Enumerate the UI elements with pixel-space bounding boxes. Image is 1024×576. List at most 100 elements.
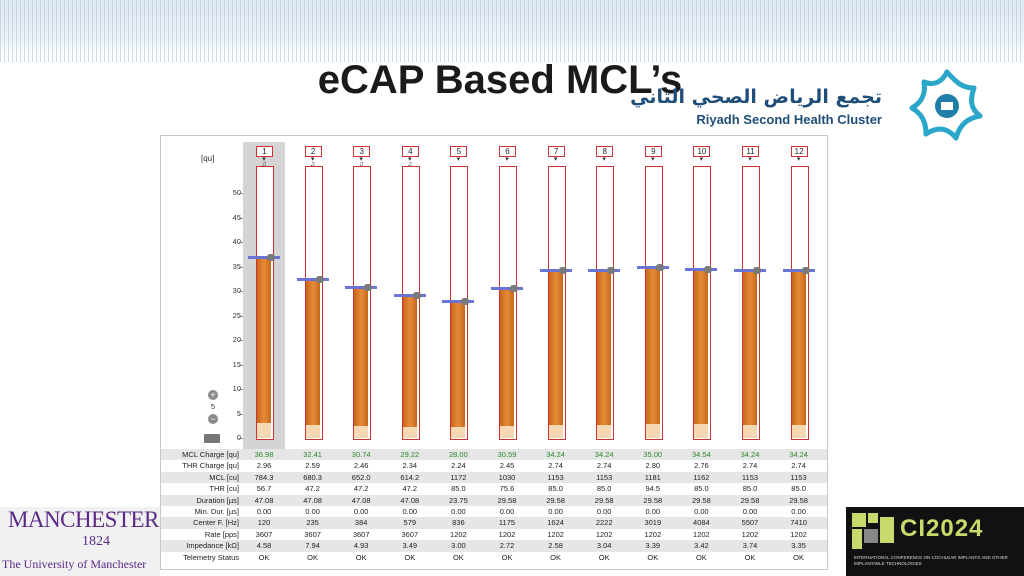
table-cell: 3.35 <box>791 541 806 551</box>
logo-english-text: Riyadh Second Health Cluster <box>696 112 882 127</box>
channel-arrow-icon: ▾ <box>408 156 412 163</box>
row-label: THR [cu] <box>209 484 239 494</box>
channel-number-9[interactable]: 9 <box>644 146 662 157</box>
thr-bar <box>743 424 757 438</box>
table-cell: 1175 <box>498 518 516 528</box>
table-cell: 47.08 <box>351 495 371 505</box>
mcl-slider-handle[interactable] <box>655 263 664 271</box>
mcl-slider-handle[interactable] <box>704 265 713 273</box>
channel-number-2[interactable]: 2 <box>304 146 322 157</box>
table-cell: 2.34 <box>402 461 418 471</box>
manchester-year: 1824 <box>82 534 110 549</box>
table-cell: 2.24 <box>451 461 466 471</box>
mcl-slider-handle[interactable] <box>510 285 518 293</box>
y-tick-label: 30 <box>232 286 241 295</box>
y-tick-label: 20 <box>232 335 241 344</box>
thr-bar <box>694 424 709 438</box>
mcl-slider-handle[interactable] <box>267 253 275 261</box>
channel-number-3[interactable]: 3 <box>353 146 371 157</box>
table-cell: 614.2 <box>400 472 420 482</box>
ecap-mcl-marker <box>734 269 766 273</box>
row-label: MCL [cu] <box>209 472 239 482</box>
channel-number-8[interactable]: 8 <box>596 146 614 157</box>
table-cell: OK <box>793 552 805 562</box>
channel-number-11[interactable]: 11 <box>742 146 759 157</box>
mcl-bar <box>451 300 466 428</box>
table-cell: 1153 <box>741 472 759 482</box>
mcl-slider-handle[interactable] <box>607 267 616 275</box>
table-cell: OK <box>501 552 513 562</box>
channel-number-4[interactable]: 4 <box>401 146 419 157</box>
zoom-in-icon[interactable]: + <box>208 390 218 400</box>
channel-number-10[interactable]: 10 <box>693 146 711 157</box>
table-cell: 2.76 <box>694 461 709 471</box>
mcl-slider-handle[interactable] <box>364 284 373 292</box>
manchester-university: The University of Manchester <box>2 557 147 571</box>
channel-arrow-icon: ▾ <box>456 156 461 163</box>
row-label: Min. Dur. [µs] <box>194 507 239 516</box>
thr-bar <box>451 427 466 438</box>
table-cell: 1153 <box>547 472 564 482</box>
y-tick-mark <box>239 315 243 317</box>
table-cell: 1624 <box>547 518 564 528</box>
table-cell: 85.0 <box>548 484 563 494</box>
mcl-slider-handle[interactable] <box>753 267 761 275</box>
table-cell: 2.46 <box>353 461 369 471</box>
thr-bar <box>354 425 369 438</box>
table-cell: 85.0 <box>742 484 758 494</box>
table-cell: 1153 <box>790 472 807 482</box>
channel-number-12[interactable]: 12 <box>790 146 808 157</box>
table-toggle-icon[interactable] <box>204 434 220 443</box>
channel-arrow-icon: ▾ <box>262 156 266 163</box>
y-axis-unit-label: [qu] <box>201 154 215 163</box>
row-label: Impedance [kΩ] <box>186 541 239 551</box>
table-cell: 2.74 <box>596 461 612 471</box>
ecap-mcl-marker <box>588 269 621 273</box>
mcl-slider-handle[interactable] <box>461 297 470 305</box>
table-row: Rate [pps] 3607 3607 3607 3607 1202 1202 1202 12… <box>161 529 827 540</box>
table-cell: 2.96 <box>256 461 272 471</box>
table-cell: 120 <box>257 518 271 528</box>
y-tick-mark <box>239 364 243 366</box>
table-cell: 0.00 <box>596 507 612 516</box>
table-cell: 29.58 <box>497 495 517 505</box>
y-tick-label: 35 <box>232 261 241 271</box>
table-cell: OK <box>452 552 464 562</box>
zoom-out-icon[interactable]: − <box>208 414 218 424</box>
channel-arrow-icon: ▾ <box>796 156 801 163</box>
mcl-slider-handle[interactable] <box>801 267 810 275</box>
channel-number-5[interactable]: 5 <box>450 146 468 157</box>
mcl-bar <box>500 288 514 426</box>
ecap-mcl-marker <box>636 265 669 269</box>
channel-number-6[interactable]: 6 <box>499 146 516 157</box>
table-cell: 34.24 <box>789 450 808 459</box>
channel-number-1[interactable]: 1 <box>256 146 273 157</box>
y-tick-mark <box>239 340 243 341</box>
channel-number-7[interactable]: 7 <box>547 146 565 157</box>
table-cell: 75.6 <box>499 484 515 494</box>
table-row: Center F. [Hz] 120 235 384 579 836 1175 1624 222… <box>161 517 827 529</box>
thr-bar <box>402 426 417 438</box>
y-tick-mark <box>239 291 243 292</box>
thr-bar <box>791 424 806 438</box>
star-logo-icon <box>909 69 983 141</box>
table-cell: 35.00 <box>643 450 663 459</box>
table-cell: 3.39 <box>645 541 661 551</box>
sound-processor-fitting-panel: [qu] + 5 − 1 ▾ ♫ 2 ▾ ♫ 3 ▾ ♫ 4 ▾ ♫ 5 ▾ 6 ▾ 7 ▾ 8 ▾ 9 ▾ 10 ▾ 11 ▾ 1… <box>160 135 828 570</box>
row-label: Telemetry Status <box>183 552 239 562</box>
mcl-slider-handle[interactable] <box>315 276 324 284</box>
table-cell: 47.2 <box>305 484 320 494</box>
row-label: Duration [µs] <box>196 495 239 505</box>
table-row: MCL Charge [qu] 36.98 32.41 30.74 29.22 28.00… <box>161 449 827 461</box>
mcl-slider-handle[interactable] <box>558 267 567 275</box>
mcl-slider-handle[interactable] <box>412 291 421 299</box>
table-cell: 47.2 <box>402 484 418 494</box>
music-note-icon: ♫ <box>407 161 413 168</box>
mcl-bar <box>597 270 612 425</box>
y-tick-label: 5 <box>211 409 241 418</box>
table-cell: 1202 <box>741 529 759 539</box>
table-cell: 0.00 <box>548 507 563 516</box>
table-cell: 34.54 <box>692 450 711 459</box>
table-cell: 3607 <box>352 529 370 539</box>
table-cell: 0.00 <box>256 507 272 516</box>
